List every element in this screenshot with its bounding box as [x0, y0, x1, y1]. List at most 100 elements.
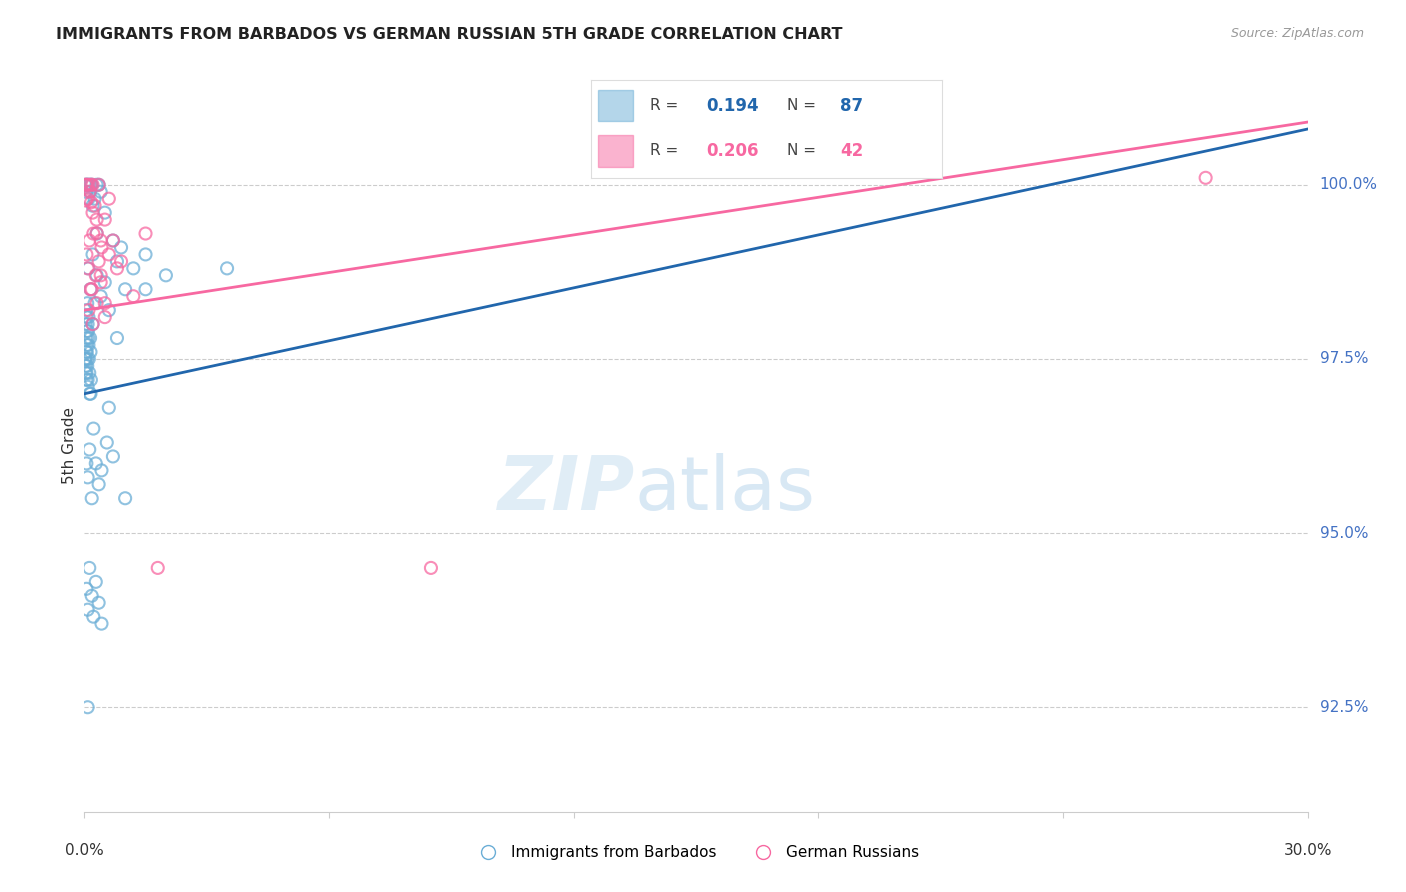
Point: [80, 491, 103, 506]
Point: [79, 282, 101, 296]
Point: [86, 212, 108, 227]
Point: [76, 470, 98, 484]
Point: [79, 345, 101, 359]
Point: [87, 254, 110, 268]
Point: [75, 247, 97, 261]
Point: [76, 700, 98, 714]
Point: [86, 268, 108, 283]
Point: [77, 234, 100, 248]
Text: R =: R =: [650, 144, 683, 159]
Text: 42: 42: [839, 142, 863, 160]
Point: [75, 345, 97, 359]
Text: ZIP: ZIP: [498, 453, 636, 526]
Point: [101, 234, 124, 248]
Point: [79, 386, 101, 401]
Text: 92.5%: 92.5%: [1320, 699, 1368, 714]
Point: [83, 192, 105, 206]
Point: [101, 450, 124, 464]
Point: [75, 351, 97, 366]
Legend: Immigrants from Barbados, German Russians: Immigrants from Barbados, German Russian…: [467, 839, 925, 866]
Point: [105, 331, 128, 345]
Point: [135, 227, 157, 241]
Point: [97, 247, 120, 261]
Point: [77, 366, 100, 380]
Point: [79, 185, 101, 199]
Point: [84, 574, 107, 589]
Bar: [598, 136, 633, 167]
Point: [77, 331, 100, 345]
Point: [83, 296, 105, 310]
Point: [93, 296, 115, 310]
Point: [76, 192, 98, 206]
Point: [1195, 170, 1218, 185]
Point: [90, 268, 112, 283]
Text: R =: R =: [650, 98, 683, 113]
Bar: [598, 90, 633, 121]
Point: [87, 178, 110, 192]
Text: 95.0%: 95.0%: [1320, 525, 1368, 541]
Point: [76, 261, 98, 276]
Text: N =: N =: [787, 144, 821, 159]
Point: [77, 261, 100, 276]
Point: [75, 194, 97, 208]
Point: [96, 435, 118, 450]
Point: [84, 457, 107, 471]
Point: [82, 317, 104, 331]
Point: [82, 178, 104, 192]
Point: [82, 205, 104, 219]
Point: [79, 331, 101, 345]
Point: [105, 261, 128, 276]
Y-axis label: 5th Grade: 5th Grade: [62, 408, 77, 484]
Point: [135, 282, 157, 296]
Point: [77, 310, 100, 325]
Point: [105, 254, 128, 268]
Point: [76, 603, 98, 617]
Point: [77, 192, 100, 206]
Point: [146, 561, 169, 575]
Point: [75, 178, 97, 192]
Point: [90, 275, 112, 289]
Point: [75, 373, 97, 387]
Point: [77, 442, 100, 457]
Point: [86, 296, 108, 310]
Point: [77, 303, 100, 318]
Point: [122, 289, 145, 303]
Point: [86, 178, 108, 192]
Text: 0.194: 0.194: [707, 97, 759, 115]
Point: [122, 261, 145, 276]
Point: [79, 386, 101, 401]
Point: [90, 240, 112, 254]
Point: [80, 589, 103, 603]
Point: [93, 275, 115, 289]
Point: [90, 289, 112, 303]
Point: [97, 192, 120, 206]
Point: [217, 261, 239, 276]
Point: [114, 282, 136, 296]
Point: [76, 296, 98, 310]
Point: [155, 268, 177, 283]
Point: [76, 324, 98, 338]
Point: [84, 268, 107, 283]
Point: [80, 282, 103, 296]
Point: [114, 491, 136, 506]
Point: [87, 596, 110, 610]
Point: [75, 185, 97, 199]
Point: [76, 338, 98, 352]
Point: [82, 247, 104, 261]
Point: [80, 178, 103, 192]
Point: [82, 609, 104, 624]
Point: [86, 227, 108, 241]
Point: [82, 421, 104, 435]
Text: 97.5%: 97.5%: [1320, 351, 1368, 367]
Point: [75, 359, 97, 373]
Point: [76, 178, 98, 192]
Text: N =: N =: [787, 98, 821, 113]
Point: [76, 373, 98, 387]
Point: [82, 317, 104, 331]
Text: 0.206: 0.206: [707, 142, 759, 160]
Point: [86, 226, 108, 240]
Point: [75, 582, 97, 596]
Point: [97, 303, 120, 318]
Point: [87, 477, 110, 491]
Point: [80, 178, 103, 192]
